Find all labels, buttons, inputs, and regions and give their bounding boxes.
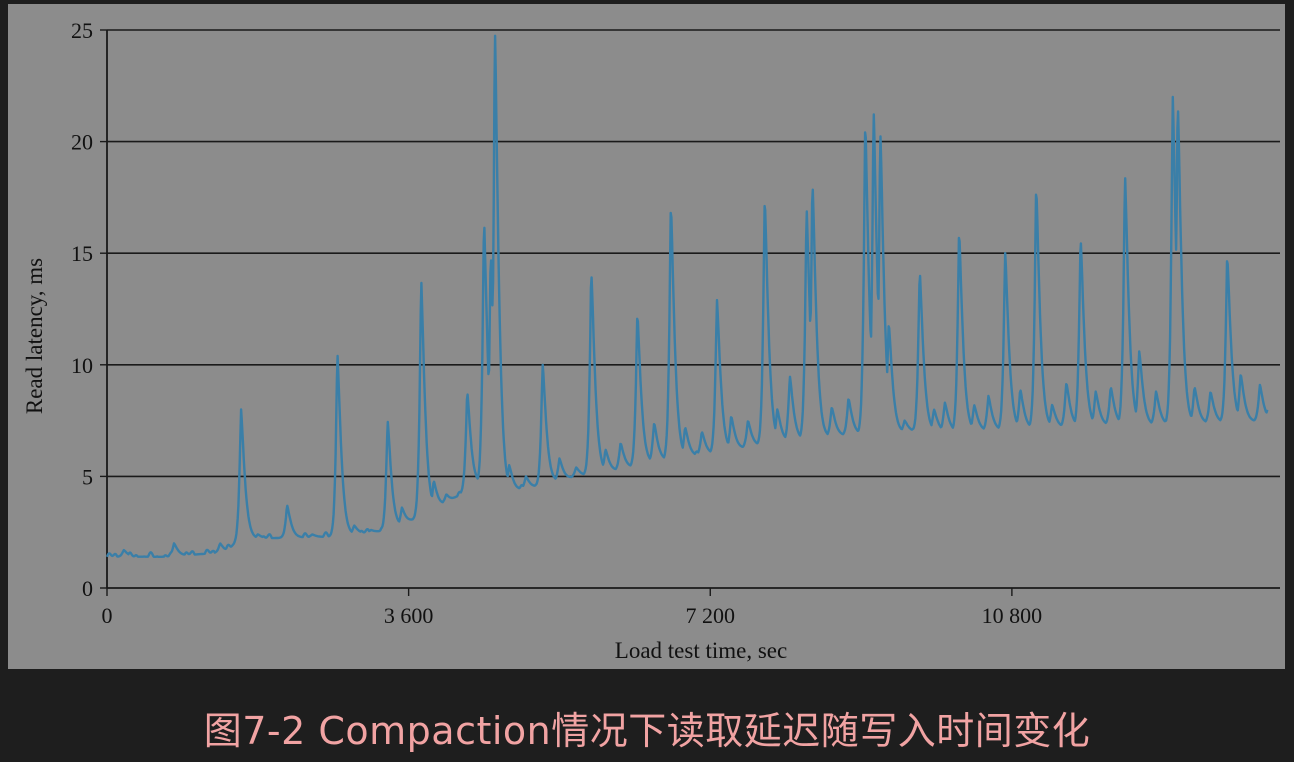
x-tick-label: 10 800 [982, 603, 1043, 628]
y-axis-label: Read latency, ms [22, 258, 47, 414]
line-chart: 0 5 10 15 20 25 0 3 600 7 200 10 800 Load test t… [22, 18, 1280, 663]
x-axis-label: Load test time, sec [615, 638, 787, 663]
y-tick-labels: 0 5 10 15 20 25 [71, 18, 93, 601]
x-tick-label: 3 600 [384, 603, 434, 628]
series-line-read-latency [105, 34, 1269, 558]
chart-panel: 0 5 10 15 20 25 0 3 600 7 200 10 800 Load test t… [8, 4, 1285, 669]
y-tick-label: 0 [82, 576, 93, 601]
y-tick-label: 25 [71, 18, 93, 43]
x-tick-labels: 0 3 600 7 200 10 800 [102, 603, 1043, 628]
y-tick-label: 20 [71, 130, 93, 155]
axes [100, 29, 1280, 596]
x-tick-label: 7 200 [686, 603, 736, 628]
y-tick-label: 5 [82, 464, 93, 489]
series-layer [105, 34, 1269, 558]
x-tick-label: 0 [102, 603, 113, 628]
grid-lines [107, 29, 1280, 478]
figure-caption: 图7-2 Compaction情况下读取延迟随写入时间变化 [203, 709, 1091, 753]
y-tick-label: 15 [71, 241, 93, 266]
y-tick-label: 10 [71, 353, 93, 378]
